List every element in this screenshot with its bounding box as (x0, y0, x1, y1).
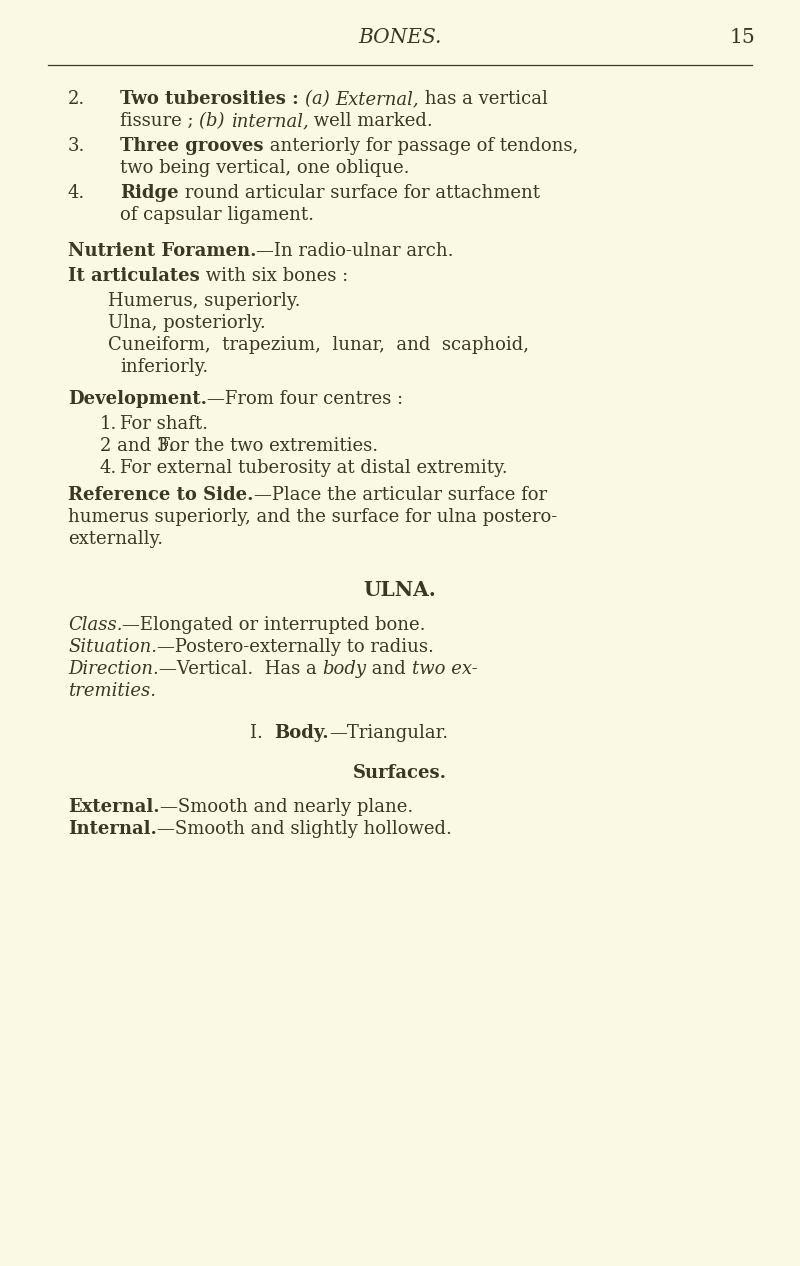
Text: Direction.: Direction. (68, 660, 158, 679)
Text: well marked.: well marked. (308, 111, 433, 130)
Text: 4.: 4. (68, 184, 86, 203)
Text: I.: I. (250, 724, 274, 742)
Text: Nutrient Foramen.: Nutrient Foramen. (68, 242, 257, 260)
Text: —Triangular.: —Triangular. (329, 724, 448, 742)
Text: 3.: 3. (68, 137, 86, 154)
Text: ULNA.: ULNA. (364, 580, 436, 600)
Text: Internal.: Internal. (68, 820, 157, 838)
Text: Two tuberosities :: Two tuberosities : (120, 90, 305, 108)
Text: 15: 15 (730, 28, 756, 47)
Text: For external tuberosity at distal extremity.: For external tuberosity at distal extrem… (120, 460, 508, 477)
Text: inferiorly.: inferiorly. (120, 358, 208, 376)
Text: Three grooves: Three grooves (120, 137, 263, 154)
Text: Reference to Side.: Reference to Side. (68, 486, 254, 504)
Text: externally.: externally. (68, 530, 163, 548)
Text: Ridge: Ridge (120, 184, 178, 203)
Text: two being vertical, one oblique.: two being vertical, one oblique. (120, 160, 410, 177)
Text: —Postero-externally to radius.: —Postero-externally to radius. (157, 638, 434, 656)
Text: —Smooth and nearly plane.: —Smooth and nearly plane. (160, 798, 413, 817)
Text: body: body (322, 660, 366, 679)
Text: (a): (a) (305, 90, 335, 108)
Text: Cuneiform,  trapezium,  lunar,  and  scaphoid,: Cuneiform, trapezium, lunar, and scaphoi… (108, 335, 529, 354)
Text: —From four centres :: —From four centres : (207, 390, 403, 408)
Text: internal,: internal, (230, 111, 308, 130)
Text: humerus superiorly, and the surface for ulna postero-: humerus superiorly, and the surface for … (68, 508, 558, 525)
Text: tremities.: tremities. (68, 682, 156, 700)
Text: Humerus, superiorly.: Humerus, superiorly. (108, 292, 301, 310)
Text: 1.: 1. (100, 415, 118, 433)
Text: Ulna, posteriorly.: Ulna, posteriorly. (108, 314, 266, 332)
Text: round articular surface for attachment: round articular surface for attachment (178, 184, 540, 203)
Text: 4.: 4. (100, 460, 118, 477)
Text: —In radio-ulnar arch.: —In radio-ulnar arch. (257, 242, 454, 260)
Text: For the two extremities.: For the two extremities. (158, 437, 378, 454)
Text: 2.: 2. (68, 90, 86, 108)
Text: anteriorly for passage of tendons,: anteriorly for passage of tendons, (263, 137, 578, 154)
Text: of capsular ligament.: of capsular ligament. (120, 206, 314, 224)
Text: For shaft.: For shaft. (120, 415, 208, 433)
Text: Development.: Development. (68, 390, 207, 408)
Text: Surfaces.: Surfaces. (353, 763, 447, 782)
Text: fissure ;: fissure ; (120, 111, 199, 130)
Text: has a vertical: has a vertical (419, 90, 548, 108)
Text: External,: External, (335, 90, 419, 108)
Text: (b): (b) (199, 111, 230, 130)
Text: —Smooth and slightly hollowed.: —Smooth and slightly hollowed. (157, 820, 452, 838)
Text: with six bones :: with six bones : (200, 267, 348, 285)
Text: Class.: Class. (68, 617, 122, 634)
Text: —Vertical.  Has a: —Vertical. Has a (158, 660, 322, 679)
Text: two ex-: two ex- (412, 660, 478, 679)
Text: and: and (366, 660, 412, 679)
Text: Body.: Body. (274, 724, 329, 742)
Text: Situation.: Situation. (68, 638, 157, 656)
Text: —Place the articular surface for: —Place the articular surface for (254, 486, 546, 504)
Text: 2 and 3.: 2 and 3. (100, 437, 174, 454)
Text: BONES.: BONES. (358, 28, 442, 47)
Text: External.: External. (68, 798, 160, 817)
Text: —Elongated or interrupted bone.: —Elongated or interrupted bone. (122, 617, 426, 634)
Text: It articulates: It articulates (68, 267, 200, 285)
